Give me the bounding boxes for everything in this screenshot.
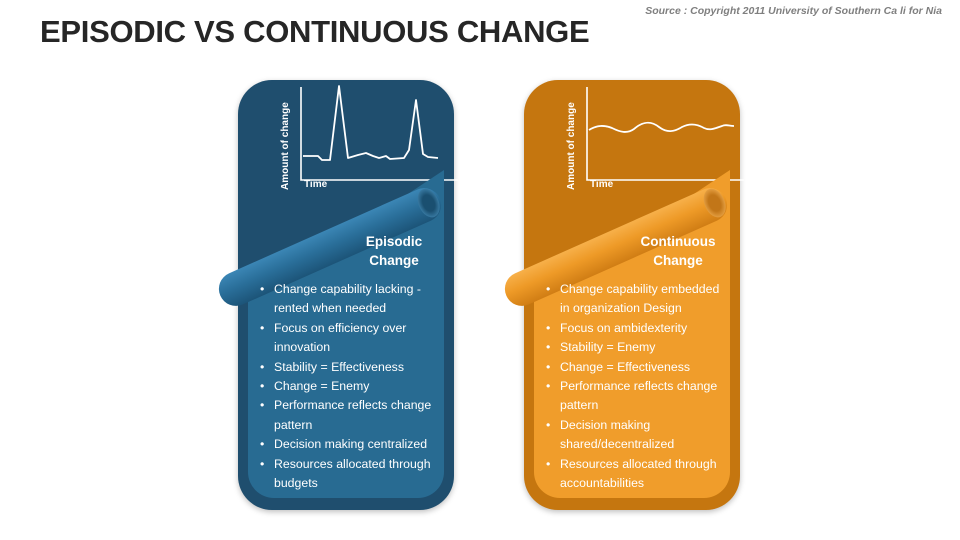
list-item: Performance reflects change pattern xyxy=(542,377,732,416)
list-item: Change = Effectiveness xyxy=(542,358,732,378)
list-item: Resources allocated through accountabili… xyxy=(542,455,732,494)
list-item: Resources allocated through budgets xyxy=(256,455,446,494)
page-title: EPISODIC VS CONTINUOUS CHANGE xyxy=(40,14,590,49)
chart-axes xyxy=(300,87,458,181)
chart-axes xyxy=(586,87,744,181)
continuous-chart xyxy=(586,87,744,181)
list-item: Stability = Enemy xyxy=(542,338,732,358)
list-item: Change capability lacking - rented when … xyxy=(256,280,446,319)
heading-line-2: Change xyxy=(653,253,703,268)
list-item: Focus on efficiency over innovation xyxy=(256,319,446,358)
list-item: Performance reflects change pattern xyxy=(256,396,446,435)
list-item: Change capability embedded in organizati… xyxy=(542,280,732,319)
chart-x-axis-label: Time xyxy=(590,179,614,190)
episodic-change-card: Amount of change Time Episodic Change Ch… xyxy=(213,80,458,510)
bullet-list: Change capability lacking - rented when … xyxy=(256,280,446,493)
card-heading: Episodic Change xyxy=(334,232,454,270)
chart-x-axis-label: Time xyxy=(304,179,328,190)
list-item: Decision making shared/decentralized xyxy=(542,416,732,455)
source-note: Source : Copyright 2011 University of So… xyxy=(645,5,942,17)
continuous-line xyxy=(588,121,735,133)
bullet-list: Change capability embedded in organizati… xyxy=(542,280,732,493)
heading-line-1: Episodic xyxy=(365,234,423,249)
list-item: Decision making centralized xyxy=(256,435,446,455)
continuous-change-card: Amount of change Time Continuous Change … xyxy=(499,80,744,510)
heading-line-2: Change xyxy=(369,253,419,268)
list-item: Change = Enemy xyxy=(256,377,446,397)
episodic-chart xyxy=(300,85,458,181)
episodic-line xyxy=(303,85,439,161)
list-item: Focus on ambidexterity xyxy=(542,319,732,339)
list-item: Stability = Effectiveness xyxy=(256,358,446,378)
card-heading: Continuous Change xyxy=(618,232,738,270)
heading-line-1: Continuous xyxy=(640,234,716,249)
